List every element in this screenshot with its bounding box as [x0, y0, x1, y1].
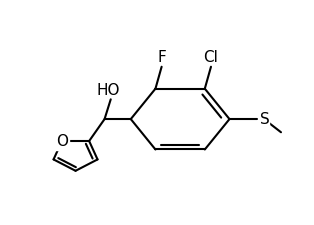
Text: S: S [260, 112, 269, 127]
Text: Cl: Cl [203, 50, 219, 65]
Text: O: O [56, 133, 68, 148]
Text: HO: HO [97, 83, 120, 98]
Text: F: F [157, 50, 166, 65]
